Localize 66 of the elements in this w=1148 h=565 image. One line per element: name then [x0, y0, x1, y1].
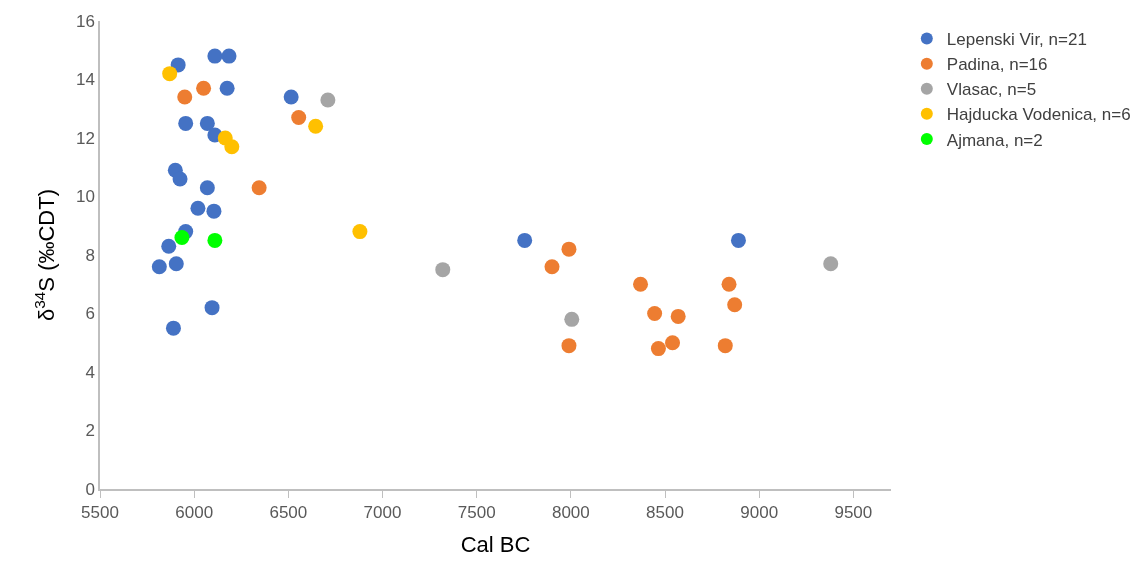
point — [633, 276, 649, 292]
point — [219, 80, 235, 96]
point — [308, 118, 324, 134]
y-tick-label: 0 — [85, 479, 95, 499]
legend-label: Vlasac, n=5 — [946, 80, 1037, 100]
point — [199, 180, 215, 196]
point — [207, 48, 223, 64]
point — [435, 262, 451, 278]
x-tick-label: 8000 — [551, 503, 590, 523]
point — [196, 80, 212, 96]
legend-label: Lepenski Vir, n=21 — [946, 30, 1087, 50]
point — [177, 89, 193, 105]
point — [206, 203, 222, 219]
point — [517, 232, 533, 248]
point — [204, 300, 220, 316]
point — [665, 335, 681, 351]
y-tick-label: 12 — [75, 128, 95, 148]
point — [544, 259, 560, 275]
point — [162, 66, 178, 82]
point — [251, 180, 267, 196]
point — [823, 256, 839, 272]
point — [174, 229, 190, 245]
y-tick-label: 2 — [85, 421, 95, 441]
point — [178, 115, 194, 131]
point — [717, 338, 733, 354]
y-tick-label: 8 — [85, 245, 95, 265]
point — [221, 48, 237, 64]
point — [199, 115, 215, 131]
x-axis-title: Cal BC — [460, 531, 531, 557]
x-tick-label: 5500 — [81, 503, 119, 523]
y-tick-label: 4 — [85, 362, 95, 382]
point — [165, 320, 181, 336]
legend-label: Hajducka Vodenica, n=6 — [946, 105, 1131, 125]
point — [561, 241, 577, 257]
point — [647, 306, 663, 321]
legend-label: Ajmana, n=2 — [946, 130, 1043, 150]
point — [207, 232, 223, 248]
point — [561, 338, 577, 354]
point — [564, 311, 580, 327]
y-tick-label: 6 — [85, 304, 95, 324]
point — [352, 224, 368, 240]
point — [291, 110, 307, 126]
x-tick-label: 7500 — [457, 503, 496, 523]
point — [224, 139, 240, 155]
y-tick-label: 10 — [75, 187, 95, 207]
point — [172, 171, 188, 187]
point — [670, 308, 686, 324]
x-tick-label: 9500 — [834, 503, 873, 523]
y-tick-label: 16 — [75, 11, 95, 31]
point — [190, 200, 206, 216]
x-tick-label: 9000 — [740, 503, 779, 523]
point — [727, 297, 743, 313]
y-tick-label: 14 — [75, 70, 95, 90]
x-tick-label: 8500 — [646, 503, 684, 523]
x-tick-label: 6000 — [175, 503, 214, 523]
point — [283, 89, 299, 105]
point — [320, 92, 336, 108]
legend-label: Padina, n=16 — [946, 55, 1048, 75]
point — [721, 276, 737, 292]
point — [168, 256, 184, 272]
point — [161, 238, 177, 254]
point — [151, 259, 167, 275]
point — [730, 232, 746, 248]
x-tick-label: 7000 — [363, 503, 402, 523]
point — [650, 341, 666, 357]
x-tick-label: 6500 — [269, 503, 308, 523]
